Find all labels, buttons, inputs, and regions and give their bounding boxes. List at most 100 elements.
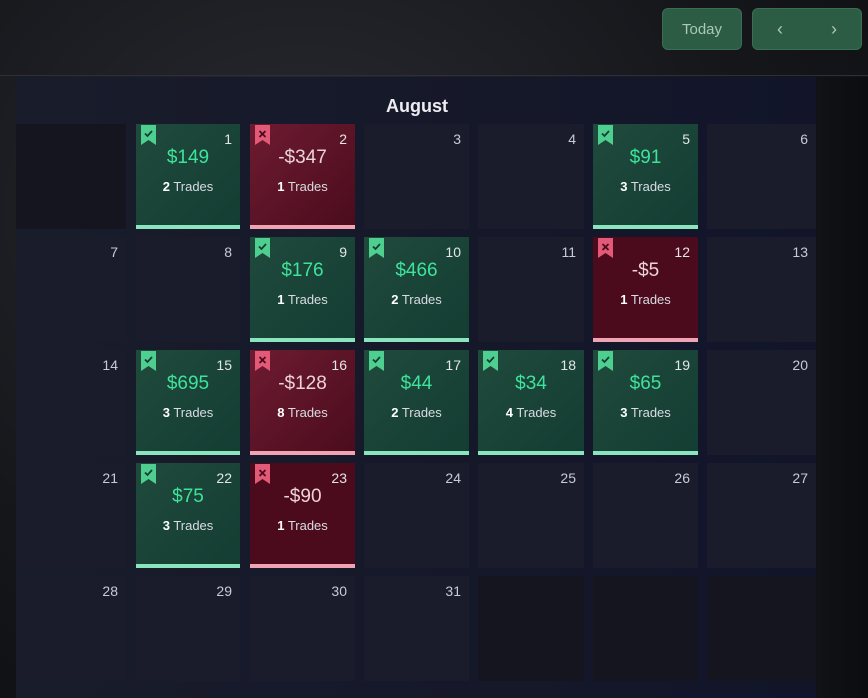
day-pnl: $75 bbox=[172, 486, 204, 507]
day-cell-20[interactable]: 20 bbox=[707, 350, 816, 455]
empty-day-cell bbox=[593, 576, 698, 681]
trade-count-number: 4 bbox=[505, 405, 513, 420]
day-cell-25[interactable]: 25 bbox=[478, 463, 584, 568]
day-cell-23[interactable]: 23 -$90 1 Trades bbox=[250, 463, 355, 568]
today-button[interactable]: Today bbox=[662, 8, 742, 50]
day-cell-6[interactable]: 6 bbox=[707, 124, 816, 229]
day-trade-count: 3 Trades bbox=[593, 179, 698, 194]
empty-day-cell bbox=[707, 576, 816, 681]
day-cell-3[interactable]: 3 bbox=[364, 124, 469, 229]
day-cell-15[interactable]: 15 $695 3 Trades bbox=[136, 350, 240, 455]
bookmark-check-icon bbox=[598, 351, 613, 371]
day-cell-5[interactable]: 5 $91 3 Trades bbox=[593, 124, 698, 229]
loss-indicator-bar bbox=[250, 225, 355, 229]
bookmark-check-icon bbox=[483, 351, 498, 371]
day-cell-13[interactable]: 13 bbox=[707, 237, 816, 342]
day-trade-count: 1 Trades bbox=[250, 179, 355, 194]
trade-count-label: Trades bbox=[401, 405, 442, 420]
trade-count-number: 3 bbox=[620, 179, 628, 194]
day-number: 9 bbox=[339, 244, 347, 260]
day-cell-9[interactable]: 9 $176 1 Trades bbox=[250, 237, 355, 342]
day-cell-18[interactable]: 18 $34 4 Trades bbox=[478, 350, 584, 455]
day-trade-count: 2 Trades bbox=[364, 292, 469, 307]
day-pnl: -$128 bbox=[278, 373, 327, 394]
day-number: 5 bbox=[682, 131, 690, 147]
day-cell-1[interactable]: 1 $149 2 Trades bbox=[136, 124, 240, 229]
trade-count-number: 1 bbox=[277, 179, 285, 194]
day-number: 3 bbox=[453, 131, 461, 147]
day-pnl: $695 bbox=[166, 373, 210, 394]
day-cell-31[interactable]: 31 bbox=[364, 576, 469, 681]
trade-count-number: 8 bbox=[277, 405, 285, 420]
day-number: 22 bbox=[216, 470, 232, 486]
day-cell-16[interactable]: 16 -$128 8 Trades bbox=[250, 350, 355, 455]
day-cell-17[interactable]: 17 $44 2 Trades bbox=[364, 350, 469, 455]
day-number: 27 bbox=[792, 470, 808, 486]
bookmark-check-icon bbox=[141, 464, 156, 484]
trade-count-number: 3 bbox=[620, 405, 628, 420]
day-cell-11[interactable]: 11 bbox=[478, 237, 584, 342]
day-cell-12[interactable]: 12 -$5 1 Trades bbox=[593, 237, 698, 342]
day-cell-8[interactable]: 8 bbox=[136, 237, 240, 342]
day-pnl: $34 bbox=[515, 373, 547, 394]
day-cell-10[interactable]: 10 $466 2 Trades bbox=[364, 237, 469, 342]
day-trade-count: 1 Trades bbox=[593, 292, 698, 307]
day-number: 13 bbox=[792, 244, 808, 260]
profit-indicator-bar bbox=[364, 451, 469, 455]
day-cell-21[interactable]: 21 bbox=[16, 463, 126, 568]
day-cell-28[interactable]: 28 bbox=[16, 576, 126, 681]
day-number: 23 bbox=[331, 470, 347, 486]
day-number: 24 bbox=[445, 470, 461, 486]
day-number: 6 bbox=[800, 131, 808, 147]
day-cell-4[interactable]: 4 bbox=[478, 124, 584, 229]
day-trade-count: 3 Trades bbox=[593, 405, 698, 420]
bookmark-check-icon bbox=[598, 125, 613, 145]
day-cell-30[interactable]: 30 bbox=[250, 576, 355, 681]
prev-month-button[interactable]: ‹ bbox=[753, 9, 807, 49]
day-trade-count: 3 Trades bbox=[136, 405, 240, 420]
day-number: 17 bbox=[445, 357, 461, 373]
day-cell-19[interactable]: 19 $65 3 Trades bbox=[593, 350, 698, 455]
day-number: 21 bbox=[102, 470, 118, 486]
trade-count-number: 2 bbox=[391, 405, 399, 420]
day-number: 16 bbox=[331, 357, 347, 373]
day-cell-2[interactable]: 2 -$347 1 Trades bbox=[250, 124, 355, 229]
day-pnl: -$5 bbox=[631, 260, 660, 281]
month-title: August bbox=[386, 96, 448, 116]
trade-count-label: Trades bbox=[630, 405, 671, 420]
bookmark-check-icon bbox=[369, 351, 384, 371]
trade-count-label: Trades bbox=[287, 179, 328, 194]
bookmark-check-icon bbox=[141, 351, 156, 371]
loss-indicator-bar bbox=[250, 451, 355, 455]
day-number: 18 bbox=[560, 357, 576, 373]
bookmark-check-icon bbox=[369, 238, 384, 258]
day-number: 25 bbox=[560, 470, 576, 486]
day-cell-26[interactable]: 26 bbox=[593, 463, 698, 568]
day-cell-14[interactable]: 14 bbox=[16, 350, 126, 455]
trade-count-number: 1 bbox=[277, 292, 285, 307]
trade-count-label: Trades bbox=[287, 405, 328, 420]
trade-count-label: Trades bbox=[173, 518, 214, 533]
day-number: 2 bbox=[339, 131, 347, 147]
profit-indicator-bar bbox=[250, 338, 355, 342]
next-month-button[interactable]: › bbox=[807, 9, 861, 49]
day-pnl: -$90 bbox=[283, 486, 322, 507]
day-cell-22[interactable]: 22 $75 3 Trades bbox=[136, 463, 240, 568]
bookmark-check-icon bbox=[141, 125, 156, 145]
day-number: 11 bbox=[561, 244, 576, 260]
day-cell-7[interactable]: 7 bbox=[16, 237, 126, 342]
bookmark-x-icon bbox=[255, 351, 270, 371]
day-cell-24[interactable]: 24 bbox=[364, 463, 469, 568]
day-number: 8 bbox=[224, 244, 232, 260]
day-cell-27[interactable]: 27 bbox=[707, 463, 816, 568]
day-number: 26 bbox=[674, 470, 690, 486]
day-cell-29[interactable]: 29 bbox=[136, 576, 240, 681]
day-pnl: $91 bbox=[629, 147, 662, 168]
trade-count-label: Trades bbox=[173, 179, 214, 194]
day-trade-count: 8 Trades bbox=[250, 405, 355, 420]
day-number: 20 bbox=[792, 357, 808, 373]
profit-indicator-bar bbox=[478, 451, 584, 455]
trade-count-label: Trades bbox=[630, 179, 671, 194]
day-pnl: $149 bbox=[166, 147, 210, 168]
month-navigation: ‹ › bbox=[752, 8, 862, 50]
